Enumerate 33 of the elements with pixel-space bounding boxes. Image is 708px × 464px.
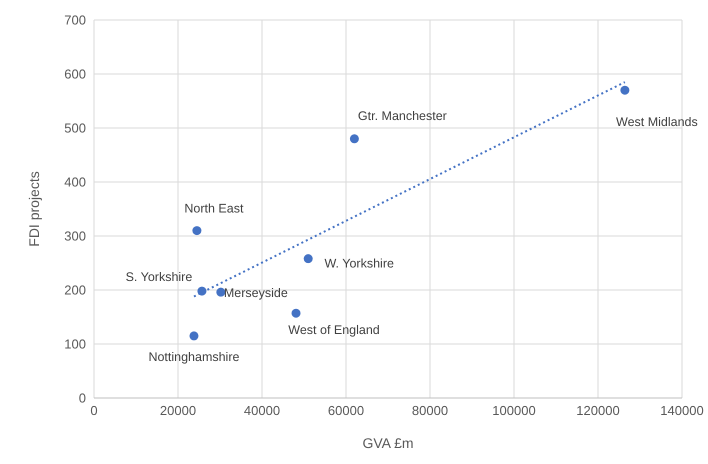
annotation: West of England [288,323,380,338]
point [216,288,226,297]
y-tick-label: 100 [64,336,86,352]
point [620,86,630,95]
x-tick-label: 80000 [412,403,448,418]
y-axis-title: FDI projects [26,171,42,247]
y-tick-label: 600 [64,66,86,82]
point [350,134,359,144]
y-tick-label: 700 [64,12,86,28]
x-tick-label: 60000 [328,403,364,418]
point [304,254,313,264]
x-tick-label: 140000 [660,403,704,418]
x-tick-label: 20000 [160,403,196,418]
point [192,226,202,236]
annotation: W. Yorkshire [324,256,394,271]
annotation: Merseyside [224,286,288,300]
x-tick-label: 40000 [244,403,280,418]
point [292,308,301,318]
x-tick-label: 100000 [492,403,536,418]
point [189,331,198,340]
x-tick-label: 0 [90,403,98,418]
y-tick-label: 300 [64,228,86,244]
x-tick-label: 120000 [576,403,620,418]
y-tick-label: 400 [64,174,86,190]
annotation: North East [184,202,244,216]
y-tick-label: 500 [64,120,86,136]
y-tick-label: 0 [78,390,86,406]
annotation: S. Yorkshire [126,270,192,284]
x-axis-title: GVA £m [362,434,414,451]
annotation: Nottinghamshire [148,350,240,364]
y-tick-label: 200 [64,282,86,298]
annotation: West Midlands [616,115,698,130]
annotation: Gtr. Manchester [358,108,447,123]
